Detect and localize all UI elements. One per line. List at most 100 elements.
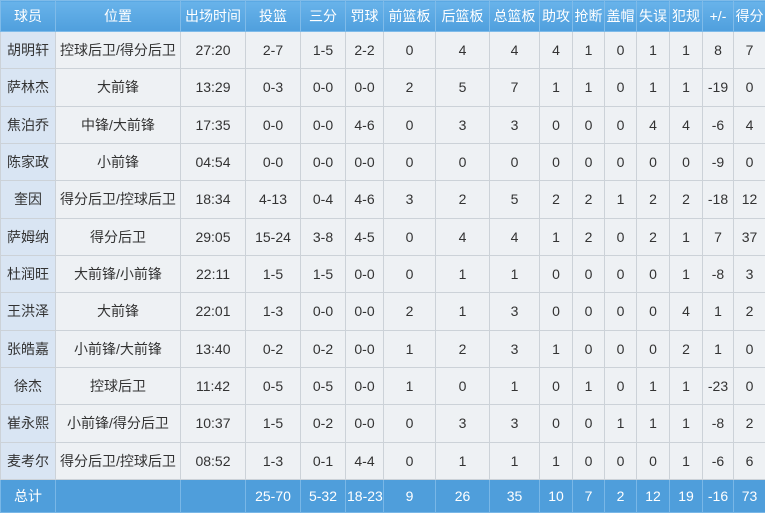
total-stat-cell: 26 (435, 479, 490, 513)
col-header-minutes: 出场时间 (180, 0, 246, 32)
player-row: 胡明轩 控球后卫/得分后卫 27:20 2-7 1-5 2-2 0 4 4 4 1 0 1 1 8 7 (0, 30, 765, 70)
stat-cell: 3 (435, 404, 490, 443)
col-header-plusminus: +/- (702, 0, 734, 32)
stat-cell: 3 (489, 329, 540, 368)
stat-cell: 0-5 (300, 366, 346, 406)
stat-cell: 8 (702, 30, 734, 70)
col-header-blk: 盖帽 (604, 0, 637, 32)
stat-cell: 1 (435, 254, 490, 294)
stat-cell: 1-5 (300, 254, 346, 294)
stat-cell: 0-0 (345, 366, 384, 406)
total-stat-cell: 25-70 (245, 479, 301, 513)
stat-cell: 0 (604, 217, 637, 256)
stat-cell: 0 (636, 142, 670, 182)
stat-cell: 2 (435, 329, 490, 368)
total-stat-cell: 5-32 (300, 479, 346, 513)
stat-cell: 0 (604, 30, 637, 70)
stat-cell: 0 (604, 254, 637, 294)
col-header-ft: 罚球 (345, 0, 384, 32)
player-row: 崔永熙 小前锋/得分后卫 10:37 1-5 0-2 0-0 0 3 3 0 0 1 1 1 -8 2 (0, 404, 765, 443)
player-name-cell: 崔永熙 (0, 404, 56, 443)
stat-cell: 15-24 (245, 217, 301, 256)
stat-cell: 1-5 (245, 404, 301, 443)
stat-cell: 0 (539, 404, 573, 443)
stat-cell: -9 (702, 142, 734, 182)
stat-cell: 0-0 (245, 105, 301, 144)
stat-cell: 4 (435, 217, 490, 256)
stat-cell: 4-4 (345, 441, 384, 481)
stat-cell: 小前锋/得分后卫 (55, 404, 181, 443)
stat-cell: -6 (702, 441, 734, 481)
player-name-cell: 萨姆纳 (0, 217, 56, 256)
total-stat-cell: 12 (636, 479, 670, 513)
stat-cell: 0 (636, 441, 670, 481)
stat-cell: 3-8 (300, 217, 346, 256)
stat-cell: 得分后卫/控球后卫 (55, 180, 181, 219)
stat-cell: 0 (383, 441, 436, 481)
stat-cell: 2 (733, 404, 765, 443)
col-header-3pt: 三分 (300, 0, 346, 32)
stat-cell: 0 (383, 217, 436, 256)
total-stat-cell: 35 (489, 479, 540, 513)
col-header-treb: 总篮板 (489, 0, 540, 32)
player-name-cell: 萨林杰 (0, 68, 56, 107)
player-row: 徐杰 控球后卫 11:42 0-5 0-5 0-0 1 0 1 0 1 0 1 1 -23 0 (0, 366, 765, 406)
stat-cell: 1 (636, 366, 670, 406)
stat-cell: 0 (539, 142, 573, 182)
stat-cell: 大前锋 (55, 292, 181, 331)
stat-cell: 得分后卫/控球后卫 (55, 441, 181, 481)
stat-cell: 17:35 (180, 105, 246, 144)
stat-cell: 0-0 (345, 292, 384, 331)
stat-cell: 5 (435, 68, 490, 107)
stat-cell: 1-3 (245, 441, 301, 481)
stat-cell: 1 (489, 441, 540, 481)
stat-cell: 0 (383, 254, 436, 294)
stat-cell: 0 (539, 292, 573, 331)
col-header-oreb: 前篮板 (383, 0, 436, 32)
stat-cell: 2 (383, 292, 436, 331)
stat-cell: 0 (572, 441, 605, 481)
player-row: 萨姆纳 得分后卫 29:05 15-24 3-8 4-5 0 4 4 1 2 0 2 1 7 37 (0, 217, 765, 256)
stat-cell: 0 (572, 292, 605, 331)
stat-cell: 0 (636, 254, 670, 294)
player-name-cell: 焦泊乔 (0, 105, 56, 144)
stat-cell: 2 (539, 180, 573, 219)
stat-cell: 0 (539, 254, 573, 294)
stat-cell: 2 (733, 292, 765, 331)
stat-cell: 4 (733, 105, 765, 144)
stat-cell: 4 (539, 30, 573, 70)
stat-cell: 0 (733, 366, 765, 406)
stat-cell: 4 (489, 30, 540, 70)
stat-cell: 0-2 (245, 329, 301, 368)
stat-cell: 4 (489, 217, 540, 256)
stat-cell: 0-4 (300, 180, 346, 219)
stat-cell: 3 (489, 105, 540, 144)
player-row: 陈家政 小前锋 04:54 0-0 0-0 0-0 0 0 0 0 0 0 0 0 -9 0 (0, 142, 765, 182)
stat-cell: 1 (669, 404, 703, 443)
stat-cell: 3 (383, 180, 436, 219)
stat-cell: 0 (604, 68, 637, 107)
stat-cell: 1-3 (245, 292, 301, 331)
col-header-fg: 投篮 (245, 0, 301, 32)
stat-cell: 4-5 (345, 217, 384, 256)
stat-cell: 4 (435, 30, 490, 70)
stat-cell: 2 (636, 217, 670, 256)
stat-cell: 0 (383, 105, 436, 144)
stat-cell: 0 (572, 105, 605, 144)
stat-cell: 中锋/大前锋 (55, 105, 181, 144)
stat-cell: 11:42 (180, 366, 246, 406)
stat-cell: 控球后卫/得分后卫 (55, 30, 181, 70)
stat-cell: 0-0 (345, 254, 384, 294)
stat-cell: 1 (489, 366, 540, 406)
stat-cell: 1 (435, 292, 490, 331)
stat-cell: 1 (383, 329, 436, 368)
col-header-to: 失误 (636, 0, 670, 32)
stat-cell: 4 (669, 292, 703, 331)
stat-cell: 控球后卫 (55, 366, 181, 406)
stat-cell: 1 (572, 68, 605, 107)
stat-cell: 1 (669, 366, 703, 406)
stat-cell: 0 (604, 292, 637, 331)
stat-cell: -6 (702, 105, 734, 144)
stat-cell: 0-3 (245, 68, 301, 107)
